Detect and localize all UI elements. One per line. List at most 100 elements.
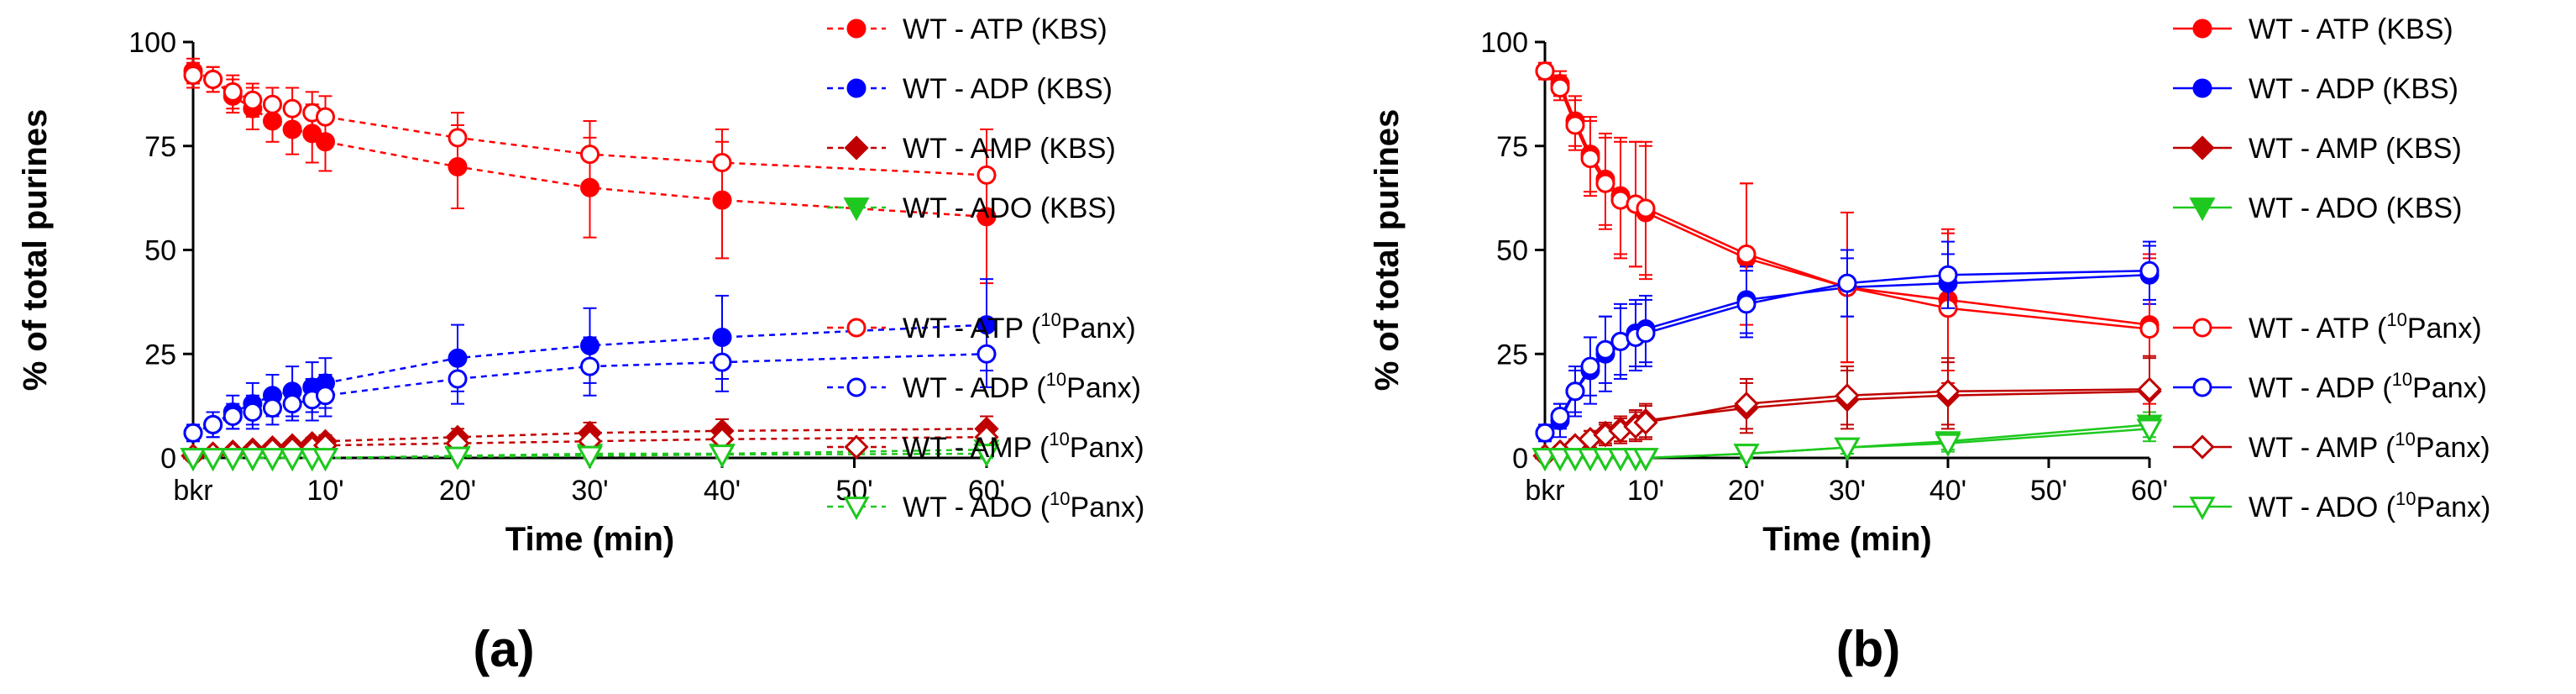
legend-item: WT - ADP (10Panx) (827, 369, 1141, 404)
legend-marker (2192, 18, 2212, 39)
legend-marker (846, 18, 867, 39)
legend-label: WT - ATP (KBS) (2249, 13, 2453, 45)
y-axis-title: % of total purines (1369, 109, 1406, 392)
data-point (282, 394, 302, 414)
legend-item: WT - AMP (10Panx) (827, 428, 1144, 464)
data-point (1550, 407, 1570, 426)
x-tick-label: 30' (1829, 475, 1866, 507)
data-point (2136, 418, 2163, 443)
legend-label: WT - ADP (10Panx) (2249, 369, 2487, 404)
x-tick-label: 60' (968, 475, 1005, 507)
legend-label: WT - AMP (KBS) (903, 133, 1116, 165)
legend-marker (2192, 377, 2212, 397)
data-point (1633, 410, 1658, 435)
data-point (2139, 260, 2160, 281)
series-8 (180, 444, 1000, 472)
x-tick-label: bkr (1525, 475, 1564, 507)
data-point (576, 445, 604, 470)
data-point (709, 444, 736, 469)
data-point (1636, 198, 1656, 218)
data-point (1531, 448, 1558, 472)
legend-item: WT - ATP (10Panx) (827, 309, 1136, 344)
legend-marker (2189, 497, 2216, 521)
legend-marker (843, 197, 870, 222)
data-point (219, 448, 246, 472)
data-point (1734, 392, 1759, 417)
legend-marker (2192, 78, 2212, 98)
data-point (223, 407, 243, 426)
chart-panel-b: 0 25 50 75 100 bkr 10' 20' 30' 40' 50' 60' Time (min… (1369, 13, 2490, 677)
legend-label: WT - ATP (KBS) (903, 13, 1107, 45)
data-point (259, 448, 286, 472)
panel-label: (b) (1836, 621, 1901, 677)
legend-marker (846, 377, 867, 397)
legend-item: WT - ADO (KBS) (2173, 192, 2462, 224)
data-point (448, 128, 468, 148)
data-point (1550, 77, 1570, 97)
legend-label: WT - ATP (10Panx) (2249, 309, 2482, 344)
y-tick-label: 100 (1480, 27, 1528, 59)
y-tick-label: 25 (1496, 339, 1528, 371)
data-point (1636, 323, 1656, 343)
data-point (1736, 244, 1757, 264)
legend-item: WT - ADP (KBS) (827, 73, 1113, 105)
series-5 (1535, 61, 2160, 405)
legend-label: WT - ADO (10Panx) (903, 488, 1144, 523)
x-tick-label: 40' (1929, 475, 1966, 507)
data-point (243, 402, 263, 423)
data-point (1632, 448, 1659, 472)
legend-marker (2190, 434, 2215, 460)
data-point (2137, 376, 2162, 402)
y-tick-label: 75 (144, 131, 176, 163)
legend: WT - ATP (KBS) WT - ADP (KBS) WT - AMP (KB… (2173, 13, 2490, 523)
data-point (183, 66, 203, 86)
data-point (1535, 61, 1555, 81)
x-tick-label: 10' (1627, 475, 1664, 507)
data-point (316, 386, 335, 406)
legend-marker (2190, 135, 2215, 160)
data-point (1580, 356, 1600, 376)
x-tick-label: 20' (1728, 475, 1765, 507)
data-point (223, 81, 243, 102)
series-5 (183, 61, 997, 222)
data-point (282, 98, 302, 118)
data-point (239, 448, 266, 472)
legend-marker (844, 434, 869, 460)
data-point (180, 448, 207, 472)
data-point (976, 165, 997, 185)
data-point (200, 448, 227, 472)
series-line (192, 74, 987, 176)
x-axis-title: Time (min) (1762, 521, 1932, 558)
legend-item: WT - ADP (KBS) (2173, 73, 2458, 105)
legend-label: WT - ADO (KBS) (903, 192, 1116, 224)
legend-item: WT - AMP (KBS) (2173, 133, 2462, 165)
legend-marker (846, 78, 867, 98)
data-point (1565, 381, 1585, 402)
y-tick-label: 0 (160, 443, 176, 475)
data-point (279, 448, 306, 472)
legend-item: WT - ATP (KBS) (827, 13, 1107, 45)
legend-label: WT - ADP (KBS) (2249, 73, 2458, 105)
data-point (1834, 437, 1861, 461)
y-tick-label: 75 (1496, 131, 1528, 163)
data-point (973, 444, 1000, 468)
data-point (448, 369, 468, 389)
data-point (580, 145, 599, 165)
data-point (1733, 444, 1760, 468)
data-point (1595, 173, 1615, 193)
data-point (976, 344, 997, 364)
data-point (1935, 379, 1961, 404)
data-point (1535, 423, 1555, 443)
x-tick-label: 40' (704, 475, 741, 507)
x-tick-label: 10' (306, 475, 343, 507)
legend-item: WT - AMP (10Panx) (2173, 428, 2490, 464)
y-tick-label: 25 (144, 339, 176, 371)
data-point (243, 90, 263, 110)
legend-marker (2189, 197, 2216, 222)
data-point (1938, 265, 1958, 285)
legend-marker (844, 135, 869, 160)
data-point (580, 356, 599, 376)
data-point (444, 446, 471, 471)
legend-label: WT - AMP (10Panx) (2249, 428, 2490, 464)
